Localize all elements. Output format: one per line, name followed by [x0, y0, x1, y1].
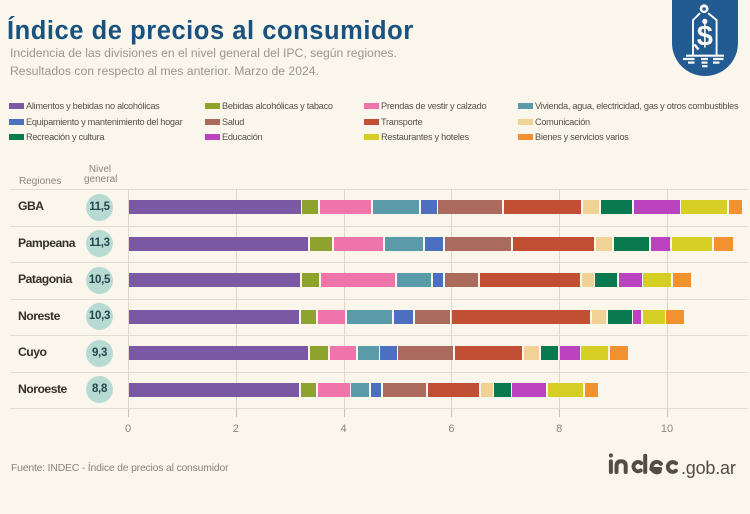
svg-text:$: $: [697, 21, 713, 53]
